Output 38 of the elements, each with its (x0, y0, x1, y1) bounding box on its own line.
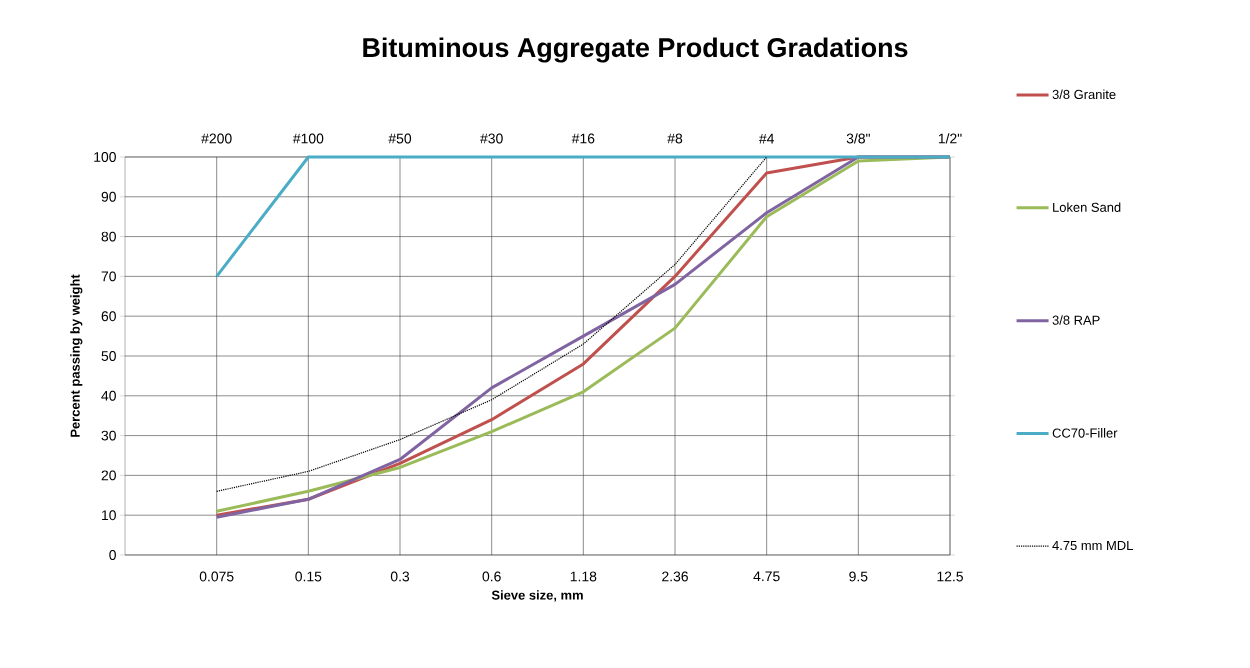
x-tick-label: 9.5 (849, 571, 868, 582)
x-tick-label: 2.36 (662, 571, 688, 582)
y-tick-label: 0 (109, 550, 116, 560)
x-tick-label: 1.18 (570, 571, 597, 582)
text: #30 (480, 133, 503, 144)
legend-label: CC70-Filler (1052, 428, 1118, 438)
x-tick-label: 0.075 (199, 571, 234, 582)
text: 3/8" (846, 133, 870, 144)
y-tick-label: 80 (101, 231, 116, 242)
text: #8 (667, 133, 683, 144)
y-tick-label: 20 (101, 470, 116, 481)
y-axis-title: Percent passing by weight (70, 274, 83, 437)
x-tick-label: 0.6 (482, 571, 501, 582)
x-tick-label: 12.5 (937, 571, 963, 582)
text: #100 (292, 133, 324, 144)
text: #50 (388, 133, 412, 144)
legend-label: 3/8 Granite (1052, 89, 1116, 100)
y-tick-label: 40 (101, 390, 116, 401)
legend-label: 4.75 mm MDL (1052, 540, 1133, 551)
chart-title: Bituminous Aggregate Product Gradations (363, 37, 908, 63)
y-tick-label: 60 (101, 311, 116, 322)
y-tick-label: 100 (94, 152, 116, 162)
y-tick-label: 10 (102, 510, 116, 521)
y-tick-label: 30 (101, 430, 116, 441)
legend-label: 3/8 RAP (1052, 315, 1100, 325)
x-axis-title: Sieve size, mm (491, 590, 583, 602)
y-tick-label: 90 (101, 191, 116, 202)
text: #16 (571, 133, 595, 144)
line-series (216, 156, 768, 492)
x-tick-label: 0.15 (295, 571, 322, 582)
x-tick-label: 4.75 (753, 571, 780, 582)
text: 1/2" (938, 133, 962, 144)
text: #4 (758, 133, 775, 144)
x-tick-label: 0.3 (390, 571, 410, 582)
y-tick-label: 70 (101, 271, 116, 282)
legend-label: Loken Sand (1053, 202, 1121, 212)
text: #200 (201, 133, 232, 144)
y-tick-label: 50 (101, 351, 116, 361)
